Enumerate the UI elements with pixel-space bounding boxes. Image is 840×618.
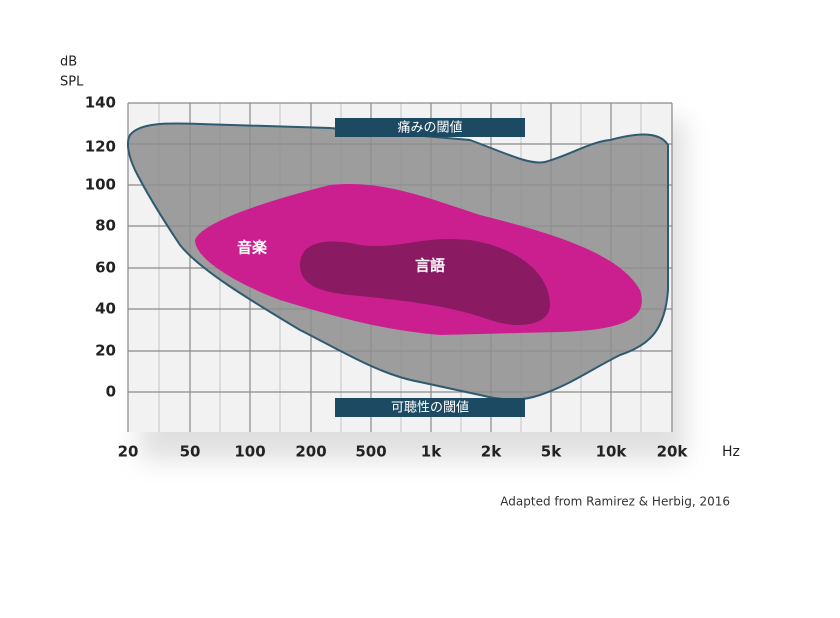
y-tick-label: 40 xyxy=(95,300,116,318)
x-tick-label: 200 xyxy=(295,443,326,461)
pain-banner-text: 痛みの閾値 xyxy=(397,120,462,136)
audibility-banner-text: 可聴性の閾値 xyxy=(391,400,469,416)
x-tick-label: 5k xyxy=(541,443,562,461)
x-tick-label: 2k xyxy=(481,443,502,461)
x-tick-label: 50 xyxy=(180,443,201,461)
pain-banner xyxy=(335,118,525,137)
x-tick-label: 20 xyxy=(118,443,139,461)
x-ticks: 20 50 100 200 500 1k 2k 5k 10k 20k xyxy=(118,443,689,461)
y-tick-label: 20 xyxy=(95,342,116,360)
y-tick-label: 60 xyxy=(95,259,116,277)
x-tick-label: 1k xyxy=(421,443,442,461)
x-tick-label: 10k xyxy=(596,443,628,461)
caption: Adapted from Ramirez & Herbig, 2016 xyxy=(500,495,730,509)
x-tick-label: 20k xyxy=(657,443,689,461)
x-unit: Hz xyxy=(722,444,740,460)
music-label: 音楽 xyxy=(237,239,268,257)
y-tick-label: 140 xyxy=(85,94,116,112)
audibility-banner xyxy=(335,398,525,417)
x-tick-label: 500 xyxy=(355,443,386,461)
y-tick-label: 100 xyxy=(85,176,116,194)
speech-label: 言語 xyxy=(415,257,445,275)
x-tick-label: 100 xyxy=(234,443,265,461)
y-tick-label: 120 xyxy=(85,138,116,156)
y-unit: SPL xyxy=(60,75,84,90)
y-tick-label: 0 xyxy=(106,383,116,401)
speech-area xyxy=(300,238,550,325)
y-ticks: 140 120 100 80 60 40 20 0 xyxy=(85,94,116,401)
y-unit: dB xyxy=(60,55,77,70)
y-tick-label: 80 xyxy=(95,217,116,235)
